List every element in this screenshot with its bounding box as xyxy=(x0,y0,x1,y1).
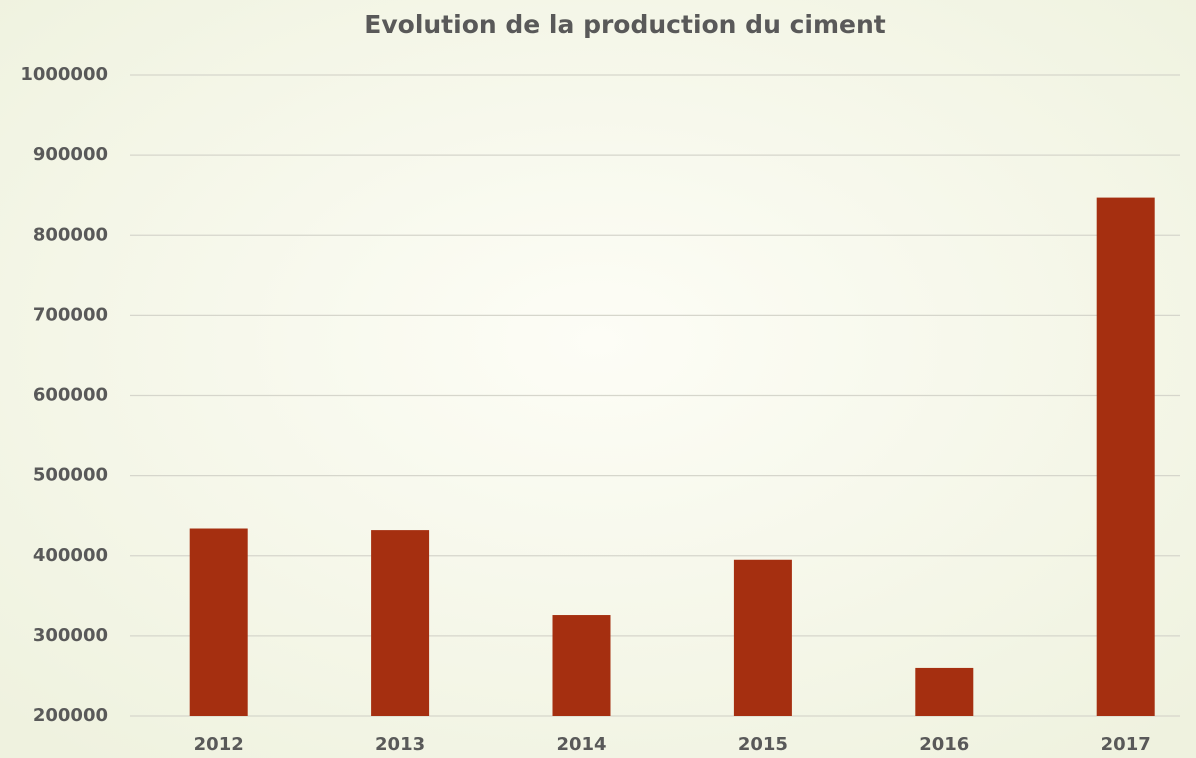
bar xyxy=(189,528,248,716)
bar xyxy=(915,667,974,716)
bar xyxy=(371,530,430,716)
x-tick-label: 2015 xyxy=(738,734,788,755)
y-tick-label: 1000000 xyxy=(20,64,108,85)
chart-title: Evolution de la production du ciment xyxy=(364,10,886,39)
bar xyxy=(552,615,611,716)
bar xyxy=(733,559,792,716)
x-tick-label: 2014 xyxy=(556,734,606,755)
y-tick-label: 500000 xyxy=(33,465,108,486)
x-tick-label: 2013 xyxy=(375,734,425,755)
y-tick-label: 800000 xyxy=(33,224,108,245)
x-tick-label: 2017 xyxy=(1101,734,1151,755)
y-tick-label: 700000 xyxy=(33,304,108,325)
y-tick-label: 200000 xyxy=(33,705,108,726)
x-tick-label: 2012 xyxy=(194,734,244,755)
bar xyxy=(1096,197,1155,716)
y-tick-label: 400000 xyxy=(33,545,108,566)
y-tick-label: 300000 xyxy=(33,625,108,646)
x-tick-label: 2016 xyxy=(919,734,969,755)
y-tick-label: 900000 xyxy=(33,144,108,165)
y-tick-label: 600000 xyxy=(33,385,108,406)
